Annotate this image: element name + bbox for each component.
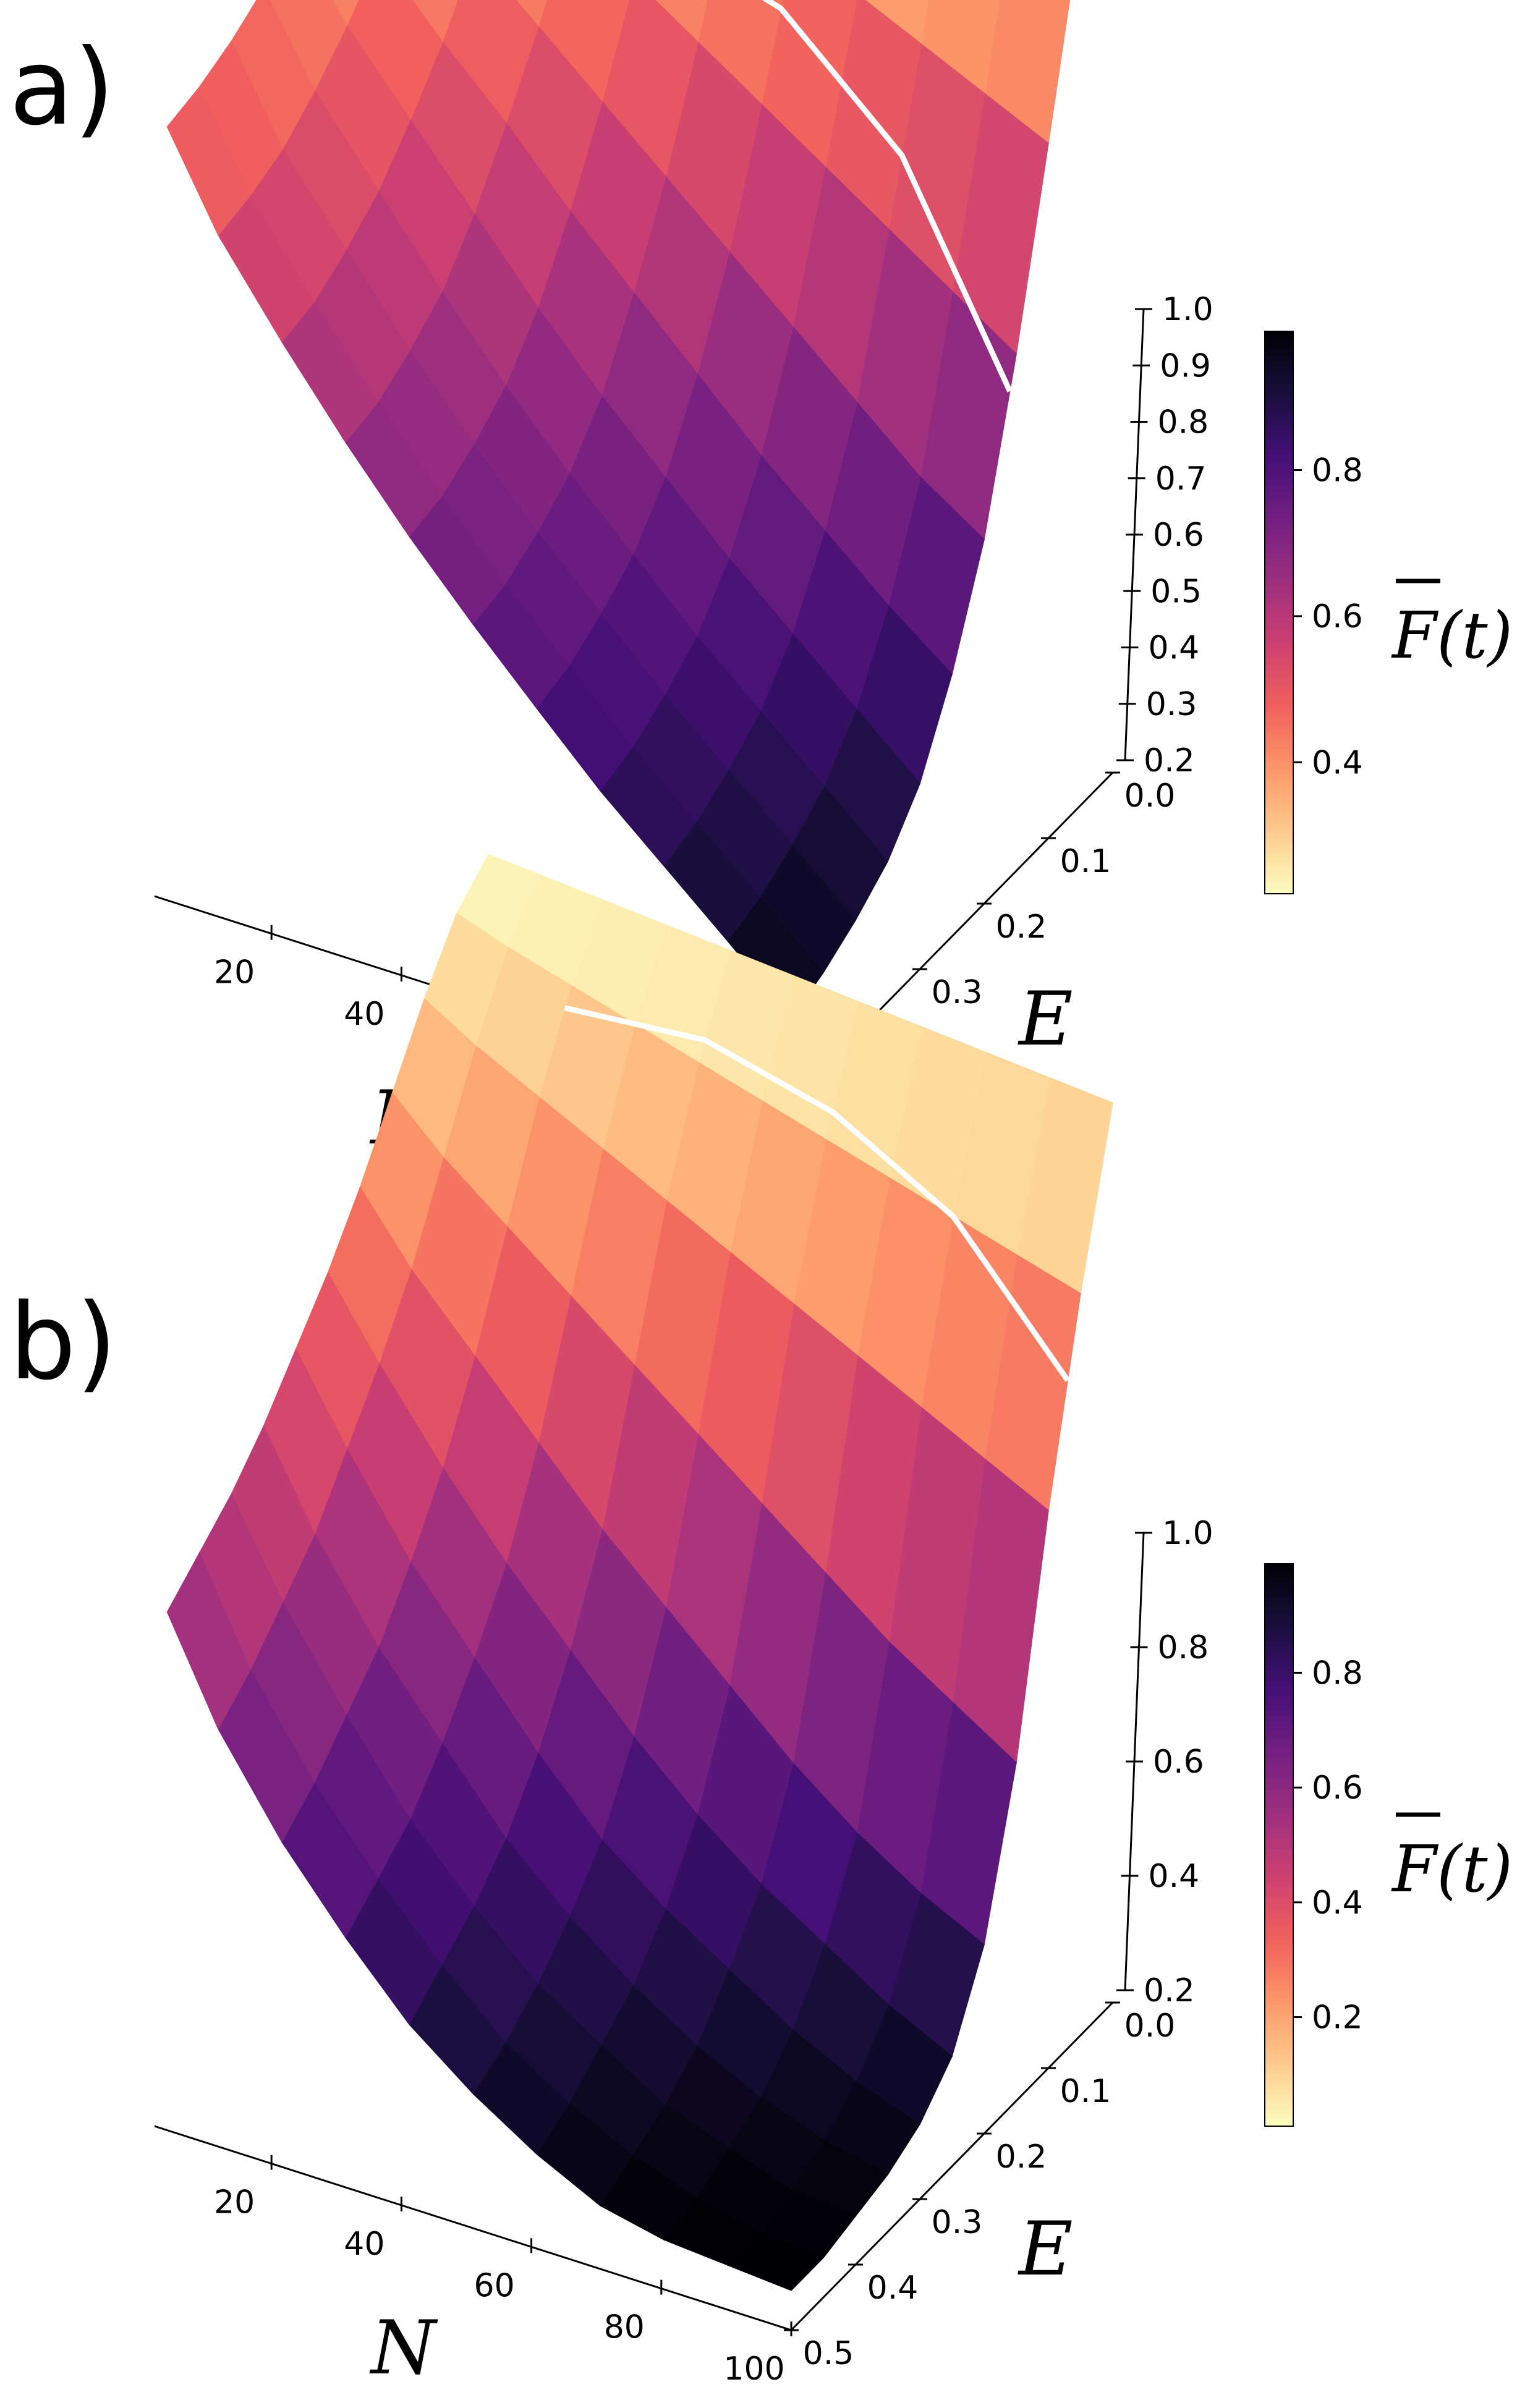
y-tick-label: 0.0 xyxy=(1124,778,1176,815)
y-tick-label: 0.2 xyxy=(996,2139,1047,2176)
optimal-line-a xyxy=(762,0,1013,392)
y-axis-line xyxy=(790,2001,1114,2331)
z-tick-label: 0.3 xyxy=(1146,686,1197,723)
y-tick-label: 0.1 xyxy=(1060,843,1111,880)
colorbar-title-b: F(t) xyxy=(1391,1812,1513,1907)
z-tick-label: 0.2 xyxy=(1144,1972,1195,2009)
colorbar-tick-label: 0.6 xyxy=(1312,1770,1363,1807)
y-tick-label: 0.3 xyxy=(932,2204,983,2241)
x-tick-label: 20 xyxy=(214,954,255,991)
z-tick-label: 1.0 xyxy=(1162,291,1213,328)
y-tick-label: 0.3 xyxy=(932,974,983,1011)
colorbar-a: 0.4 0.6 0.8 xyxy=(1264,331,1363,894)
y-tick-label: 0.2 xyxy=(996,909,1047,946)
x-axis-label-b: N xyxy=(369,2305,438,2391)
y-axis-label-a: E xyxy=(1018,977,1073,1062)
colorbar-tick-label: 0.8 xyxy=(1312,1655,1363,1692)
colorbar-title-a-text: F(t) xyxy=(1391,598,1513,673)
surface-patch xyxy=(166,1551,251,1730)
z-tick-label: 0.9 xyxy=(1160,347,1211,384)
colorbar-gradient xyxy=(1264,331,1294,894)
panel-a-label: a) xyxy=(9,27,115,149)
z-tick-label: 0.2 xyxy=(1144,742,1195,779)
x-tick-label: 80 xyxy=(604,2309,645,2346)
z-tick-label: 1.0 xyxy=(1162,1515,1213,1552)
surface-patch xyxy=(166,86,251,236)
panel-b-label: b) xyxy=(9,1281,117,1404)
colorbar-tick-label: 0.8 xyxy=(1312,452,1363,490)
colorbar-b: 0.2 0.4 0.6 0.8 xyxy=(1264,1563,1363,2127)
svg-text:F(t): F(t) xyxy=(1391,598,1513,673)
x-tick-label: 40 xyxy=(344,2226,384,2263)
svg-text:F(t): F(t) xyxy=(1391,1831,1513,1907)
y-tick-label: 0.1 xyxy=(1060,2073,1111,2110)
z-tick-label: 0.8 xyxy=(1158,404,1209,441)
colorbar-title-a: F(t) xyxy=(1391,579,1513,673)
z-tick-label: 0.5 xyxy=(1150,573,1202,610)
x-axis-line xyxy=(154,2125,792,2331)
z-tick-label: 0.8 xyxy=(1158,1629,1209,1666)
x-tick-label: 40 xyxy=(344,996,384,1033)
x-tick-label: 60 xyxy=(474,2267,515,2304)
y-tick-label: 0.4 xyxy=(867,2270,919,2307)
colorbar-tick-label: 0.2 xyxy=(1312,1999,1363,2037)
panel-b: b) 204060801000.00.10.20.30.40.50.20.40.… xyxy=(9,854,1513,2391)
x-tick-label: 100 xyxy=(723,2351,784,2388)
y-tick-label: 0.5 xyxy=(803,2335,854,2372)
y-axis-label-b: E xyxy=(1018,2207,1073,2292)
z-tick-label: 0.4 xyxy=(1149,630,1200,667)
optimal-line-b xyxy=(564,1005,1070,1382)
z-tick-label: 0.7 xyxy=(1155,460,1207,498)
x-tick-label: 20 xyxy=(214,2184,255,2221)
colorbar-tick-label: 0.6 xyxy=(1312,598,1363,635)
colorbar-tick-label: 0.4 xyxy=(1312,744,1363,781)
y-tick-label: 0.0 xyxy=(1124,2007,1176,2045)
axes-b: 20 40 60 80 100 0.0 0.1 0.2 0.3 0.4 0.5 0.2 0.4 0.6 0.… xyxy=(154,1515,1213,2388)
colorbar-tick-label: 0.4 xyxy=(1312,1884,1363,1922)
colorbar-title-b-text: F(t) xyxy=(1391,1831,1513,1907)
surface-b xyxy=(166,854,1113,2291)
z-tick-label: 0.4 xyxy=(1149,1858,1200,1895)
surface-a xyxy=(166,0,1071,1020)
z-tick-label: 0.6 xyxy=(1153,1744,1204,1781)
z-tick-label: 0.6 xyxy=(1153,517,1204,554)
colorbar-gradient xyxy=(1264,1563,1294,2127)
